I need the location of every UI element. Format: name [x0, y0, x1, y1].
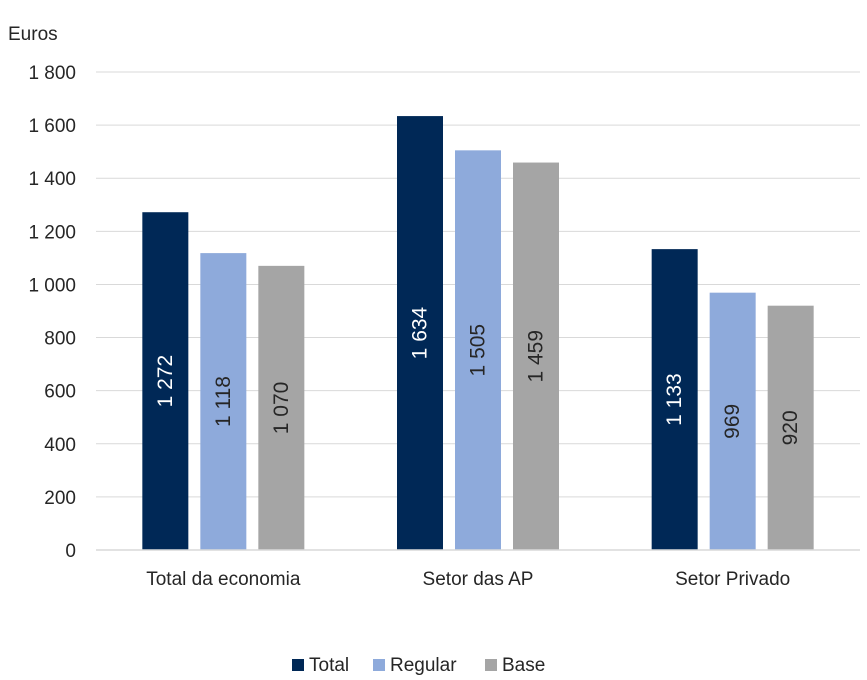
bar-regular — [200, 253, 247, 550]
data-label: 1 459 — [525, 330, 548, 383]
y-axis-title: Euros — [8, 24, 58, 45]
y-tick-label: 1 600 — [28, 116, 76, 137]
data-label: 1 505 — [467, 324, 490, 377]
bar-regular — [455, 150, 501, 551]
data-label: 920 — [779, 410, 802, 445]
data-label: 969 — [721, 404, 744, 439]
bar-total — [142, 212, 189, 551]
legend: Total Regular Base — [292, 655, 545, 676]
data-label: 1 118 — [212, 376, 235, 427]
y-tick-label: 0 — [65, 541, 76, 562]
data-labels: 1 272 1 118 1 070 1 634 1 505 1 459 1 133 969 92… — [154, 306, 802, 445]
legend-label: Total — [309, 655, 349, 676]
bar-base — [767, 305, 814, 550]
legend-swatch — [485, 659, 497, 671]
y-tick-label: 400 — [44, 435, 76, 456]
legend-swatch — [373, 659, 385, 671]
y-tick-label: 600 — [44, 382, 76, 403]
bar-base — [258, 265, 305, 550]
data-label: 1 070 — [270, 382, 293, 435]
bar-base — [513, 162, 559, 550]
bar-total — [397, 116, 443, 551]
y-tick-label: 800 — [44, 329, 76, 350]
data-label: 1 133 — [663, 373, 686, 426]
legend-swatch — [292, 659, 304, 671]
legend-label: Regular — [390, 655, 457, 676]
y-tick-label: 1 000 — [28, 275, 76, 296]
y-tick-label: 200 — [44, 488, 76, 509]
y-tick-label: 1 800 — [28, 63, 76, 84]
bars — [142, 116, 814, 551]
bar-total — [651, 249, 698, 550]
x-category-label: Setor Privado — [675, 569, 790, 590]
y-axis-ticks: 0 200 400 600 800 1 000 1 200 1 400 1 600 1 800 — [28, 63, 76, 562]
data-label: 1 634 — [409, 306, 432, 359]
legend-label: Base — [502, 655, 545, 676]
data-label: 1 272 — [154, 355, 177, 408]
y-tick-label: 1 400 — [28, 169, 76, 190]
x-category-label: Total da economia — [146, 569, 301, 590]
y-tick-label: 1 200 — [28, 222, 76, 243]
x-category-label: Setor das AP — [423, 569, 534, 590]
bar-regular — [709, 292, 756, 550]
x-axis-categories: Total da economia Setor das AP Setor Priva… — [146, 569, 790, 590]
